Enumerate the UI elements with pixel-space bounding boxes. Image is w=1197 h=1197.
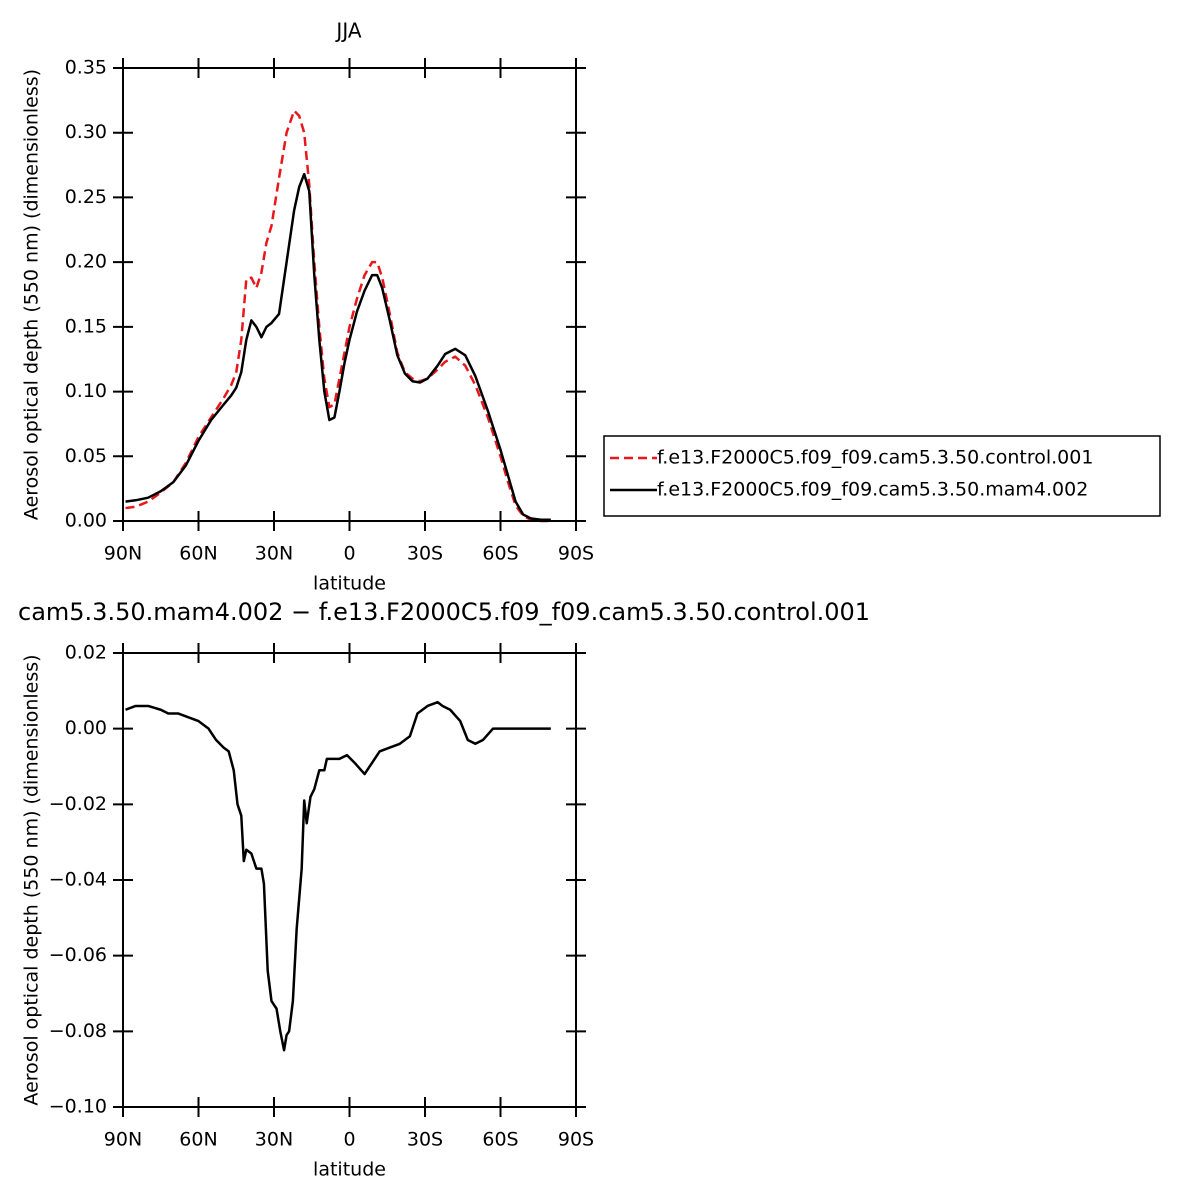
x-tick-label: 30S	[407, 1129, 443, 1151]
y-tick-label: −0.06	[49, 944, 107, 966]
y-tick-label: 0.10	[65, 380, 107, 402]
legend-box	[603, 435, 1161, 517]
x-tick-label: 30N	[255, 543, 293, 565]
y-tick-label: 0.25	[65, 186, 107, 208]
chart-title: JJA	[334, 19, 361, 43]
legend-label: f.e13.F2000C5.f09_f09.cam5.3.50.control.…	[657, 447, 1093, 469]
plot-frame	[122, 67, 577, 522]
data-line	[125, 172, 551, 521]
x-tick-label: 60S	[482, 543, 518, 565]
y-tick-label: −0.02	[49, 793, 107, 815]
legend-label: f.e13.F2000C5.f09_f09.cam5.3.50.mam4.002	[657, 479, 1088, 501]
y-axis-label: Aerosol optical depth (550 nm) (dimensio…	[21, 654, 43, 1105]
data-line	[125, 109, 551, 523]
y-tick-label: 0.30	[65, 121, 107, 143]
y-tick-label: −0.10	[49, 1096, 107, 1118]
y-tick-label: 0.20	[65, 251, 107, 273]
x-tick-label: 90N	[104, 1129, 142, 1151]
x-axis-label: latitude	[313, 1159, 386, 1181]
plot-frame	[122, 652, 577, 1108]
x-tick-label: 60S	[482, 1129, 518, 1151]
y-tick-label: −0.08	[49, 1020, 107, 1042]
x-tick-label: 30N	[255, 1129, 293, 1151]
y-tick-label: 0.35	[65, 57, 107, 79]
y-tick-label: 0.05	[65, 445, 107, 467]
x-tick-label: 90S	[558, 543, 594, 565]
y-tick-label: 0.15	[65, 315, 107, 337]
x-axis-label: latitude	[313, 573, 386, 595]
data-line	[125, 700, 551, 1052]
y-tick-label: −0.04	[49, 869, 107, 891]
y-tick-label: 0.02	[65, 642, 107, 664]
x-tick-label: 90N	[104, 543, 142, 565]
x-tick-label: 0	[343, 543, 355, 565]
y-tick-label: 0.00	[65, 717, 107, 739]
y-axis-label: Aerosol optical depth (550 nm) (dimensio…	[21, 69, 43, 520]
y-tick-label: 0.00	[65, 510, 107, 532]
x-tick-label: 30S	[407, 543, 443, 565]
x-tick-label: 60N	[179, 1129, 217, 1151]
chart-title: cam5.3.50.mam4.002 − f.e13.F2000C5.f09_f…	[18, 598, 870, 626]
x-tick-label: 90S	[558, 1129, 594, 1151]
x-tick-label: 0	[343, 1129, 355, 1151]
x-tick-label: 60N	[179, 543, 217, 565]
